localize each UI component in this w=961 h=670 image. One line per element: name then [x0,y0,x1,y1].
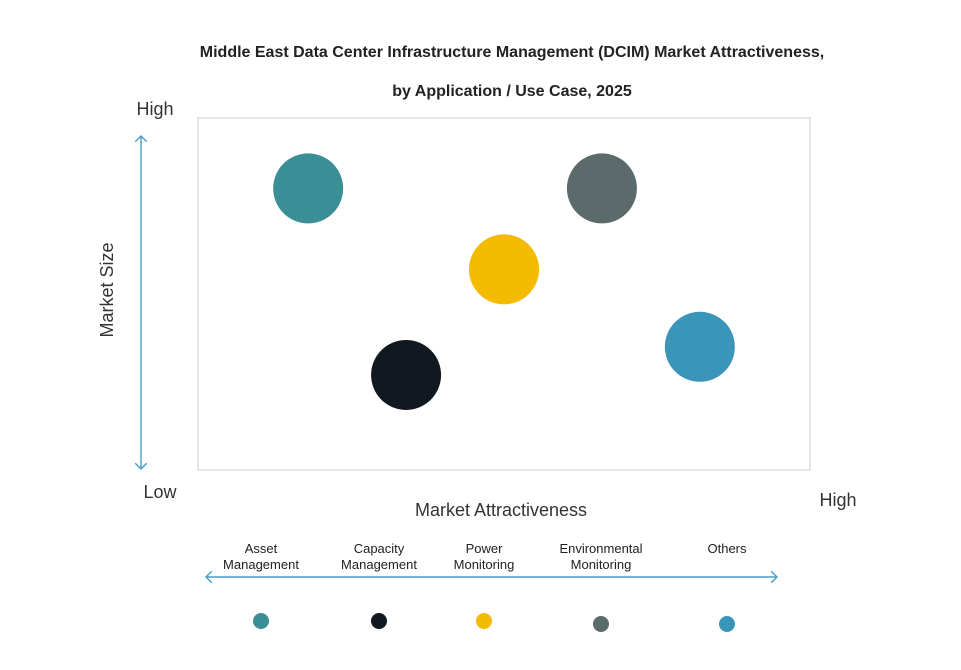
legend-label: Capacity Management [341,541,417,572]
x-high-label: High [819,490,856,510]
chart-title: by Application / Use Case, 2025 [392,83,632,100]
y-axis-title: Market Size [97,242,117,337]
legend-marker [476,613,492,629]
legend-label: Asset Management [223,541,299,572]
legend-marker [593,616,609,632]
bubble [566,153,637,224]
bubble [371,339,442,410]
chart-title: Middle East Data Center Infrastructure M… [200,44,824,61]
y-high-label: High [136,99,173,119]
legend-label: Power Monitoring [453,541,515,572]
legend-label: Environmental Monitoring [559,541,643,572]
bubble [273,153,344,224]
bubble [664,311,735,382]
y-low-label: Low [143,482,177,502]
legend-marker [371,613,387,629]
legend-marker [719,616,735,632]
legend-label: Others [707,541,747,556]
bubble [469,234,539,305]
legend-marker [253,613,269,629]
x-axis-title: Market Attractiveness [415,500,587,520]
plot-area [197,117,811,471]
